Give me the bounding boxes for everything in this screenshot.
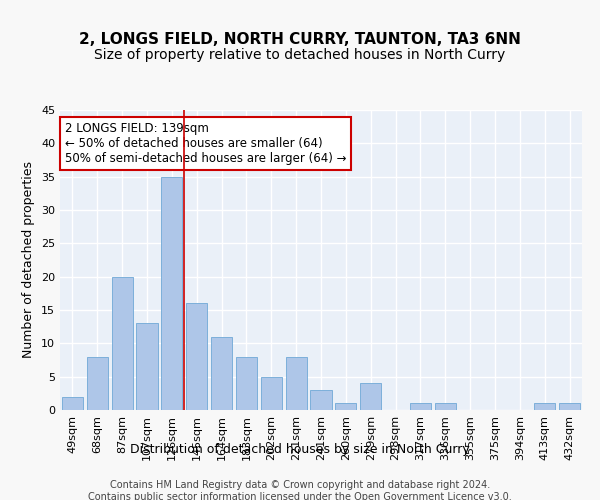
Bar [261,376,282,410]
Bar [559,404,580,410]
Bar [136,324,158,410]
Bar [87,356,108,410]
Bar [435,404,456,410]
Bar [161,176,182,410]
Bar [62,396,83,410]
Bar [310,390,332,410]
Bar [236,356,257,410]
Text: Contains HM Land Registry data © Crown copyright and database right 2024.
Contai: Contains HM Land Registry data © Crown c… [88,480,512,500]
Bar [534,404,555,410]
Bar [335,404,356,410]
Text: 2 LONGS FIELD: 139sqm
← 50% of detached houses are smaller (64)
50% of semi-deta: 2 LONGS FIELD: 139sqm ← 50% of detached … [65,122,347,165]
Text: Distribution of detached houses by size in North Curry: Distribution of detached houses by size … [130,442,470,456]
Y-axis label: Number of detached properties: Number of detached properties [22,162,35,358]
Text: 2, LONGS FIELD, NORTH CURRY, TAUNTON, TA3 6NN: 2, LONGS FIELD, NORTH CURRY, TAUNTON, TA… [79,32,521,48]
Bar [360,384,381,410]
Bar [410,404,431,410]
Text: Size of property relative to detached houses in North Curry: Size of property relative to detached ho… [94,48,506,62]
Bar [286,356,307,410]
Bar [186,304,207,410]
Bar [211,336,232,410]
Bar [112,276,133,410]
